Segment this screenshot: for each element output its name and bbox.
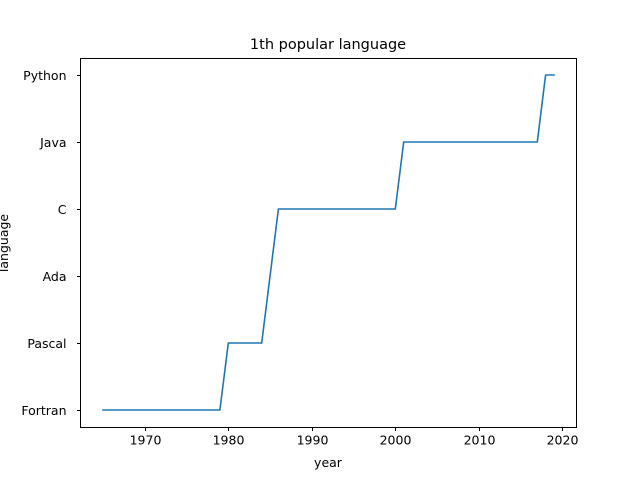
y-axis-label: language bbox=[0, 214, 11, 273]
chart-title: 1th popular language bbox=[250, 37, 406, 53]
x-tick-label: 2010 bbox=[464, 433, 496, 448]
x-tick-label: 1980 bbox=[213, 433, 245, 448]
series-line bbox=[102, 74, 555, 411]
axes-frame bbox=[80, 58, 577, 428]
x-tick-label: 2020 bbox=[547, 433, 579, 448]
y-axis: Fortran Pascal Ada C Java Python bbox=[21, 68, 81, 418]
x-axis-label: year bbox=[314, 455, 343, 470]
y-tick-label: Ada bbox=[43, 269, 67, 284]
y-tick-label: Fortran bbox=[21, 403, 66, 418]
y-tick-label: Pascal bbox=[27, 336, 66, 351]
x-tick-label: 1970 bbox=[130, 433, 162, 448]
y-tick-label: C bbox=[58, 202, 67, 217]
x-tick-label: 1990 bbox=[297, 433, 329, 448]
x-tick-label: 2000 bbox=[380, 433, 412, 448]
x-axis: 1970 1980 1990 2000 2010 2020 bbox=[130, 427, 579, 448]
plot-area bbox=[102, 74, 555, 411]
y-tick-label: Java bbox=[39, 135, 66, 150]
y-tick-label: Python bbox=[23, 68, 66, 83]
